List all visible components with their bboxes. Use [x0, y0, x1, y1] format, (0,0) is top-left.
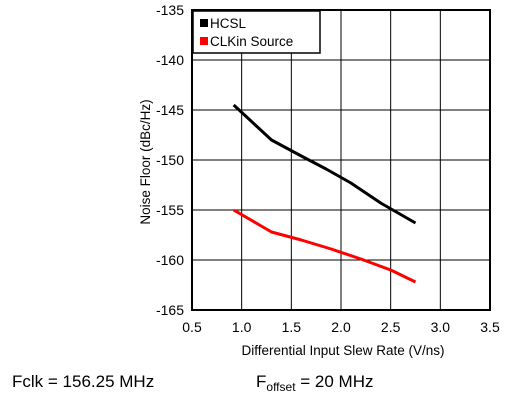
tick-labels: 0.5 1.0 1.5 2.0 2.5 3.0 3.5 -135 -140 -145 -150 -15… [156, 2, 500, 335]
y-tick-label: -145 [156, 102, 184, 118]
legend-swatch [200, 37, 208, 45]
foffset-subscript: offset [266, 380, 296, 394]
foffset-value: = 20 MHz [295, 372, 374, 391]
y-tick-label: -160 [156, 252, 184, 268]
x-axis-label: Differential Input Slew Rate (V/ns) [241, 343, 444, 358]
x-tick-label: 0.5 [182, 319, 202, 335]
legend: HCSL CLKin Source [192, 10, 321, 54]
series-line-clkin-source [232, 208, 417, 284]
x-tick-label: 2.5 [381, 319, 401, 335]
legend-label: CLKin Source [210, 34, 293, 49]
legend-box [192, 10, 321, 54]
series-lines [232, 103, 417, 284]
footer-foffset: Foffset = 20 MHz [256, 372, 373, 394]
y-tick-label: -155 [156, 202, 184, 218]
y-tick-label: -135 [156, 2, 184, 18]
y-tick-label: -165 [156, 302, 184, 318]
noise-floor-chart: 0.5 1.0 1.5 2.0 2.5 3.0 3.5 -135 -140 -145 -150 -15… [138, 2, 500, 358]
x-tick-label: 1.5 [282, 319, 302, 335]
x-tick-label: 3.0 [431, 319, 451, 335]
x-tick-label: 2.0 [331, 319, 351, 335]
y-tick-label: -150 [156, 152, 184, 168]
legend-label: HCSL [210, 16, 247, 31]
footer-fclk: Fclk = 156.25 MHz [12, 372, 155, 391]
legend-swatch [200, 19, 208, 27]
plot-frame [191, 9, 491, 311]
y-axis-label: Noise Floor (dBc/Hz) [138, 99, 153, 224]
y-tick-label: -140 [156, 52, 184, 68]
x-tick-label: 1.0 [232, 319, 252, 335]
grid-lines [191, 9, 491, 311]
foffset-symbol: F [256, 372, 267, 391]
series-line-hcsl [232, 103, 417, 225]
x-tick-label: 3.5 [480, 319, 500, 335]
